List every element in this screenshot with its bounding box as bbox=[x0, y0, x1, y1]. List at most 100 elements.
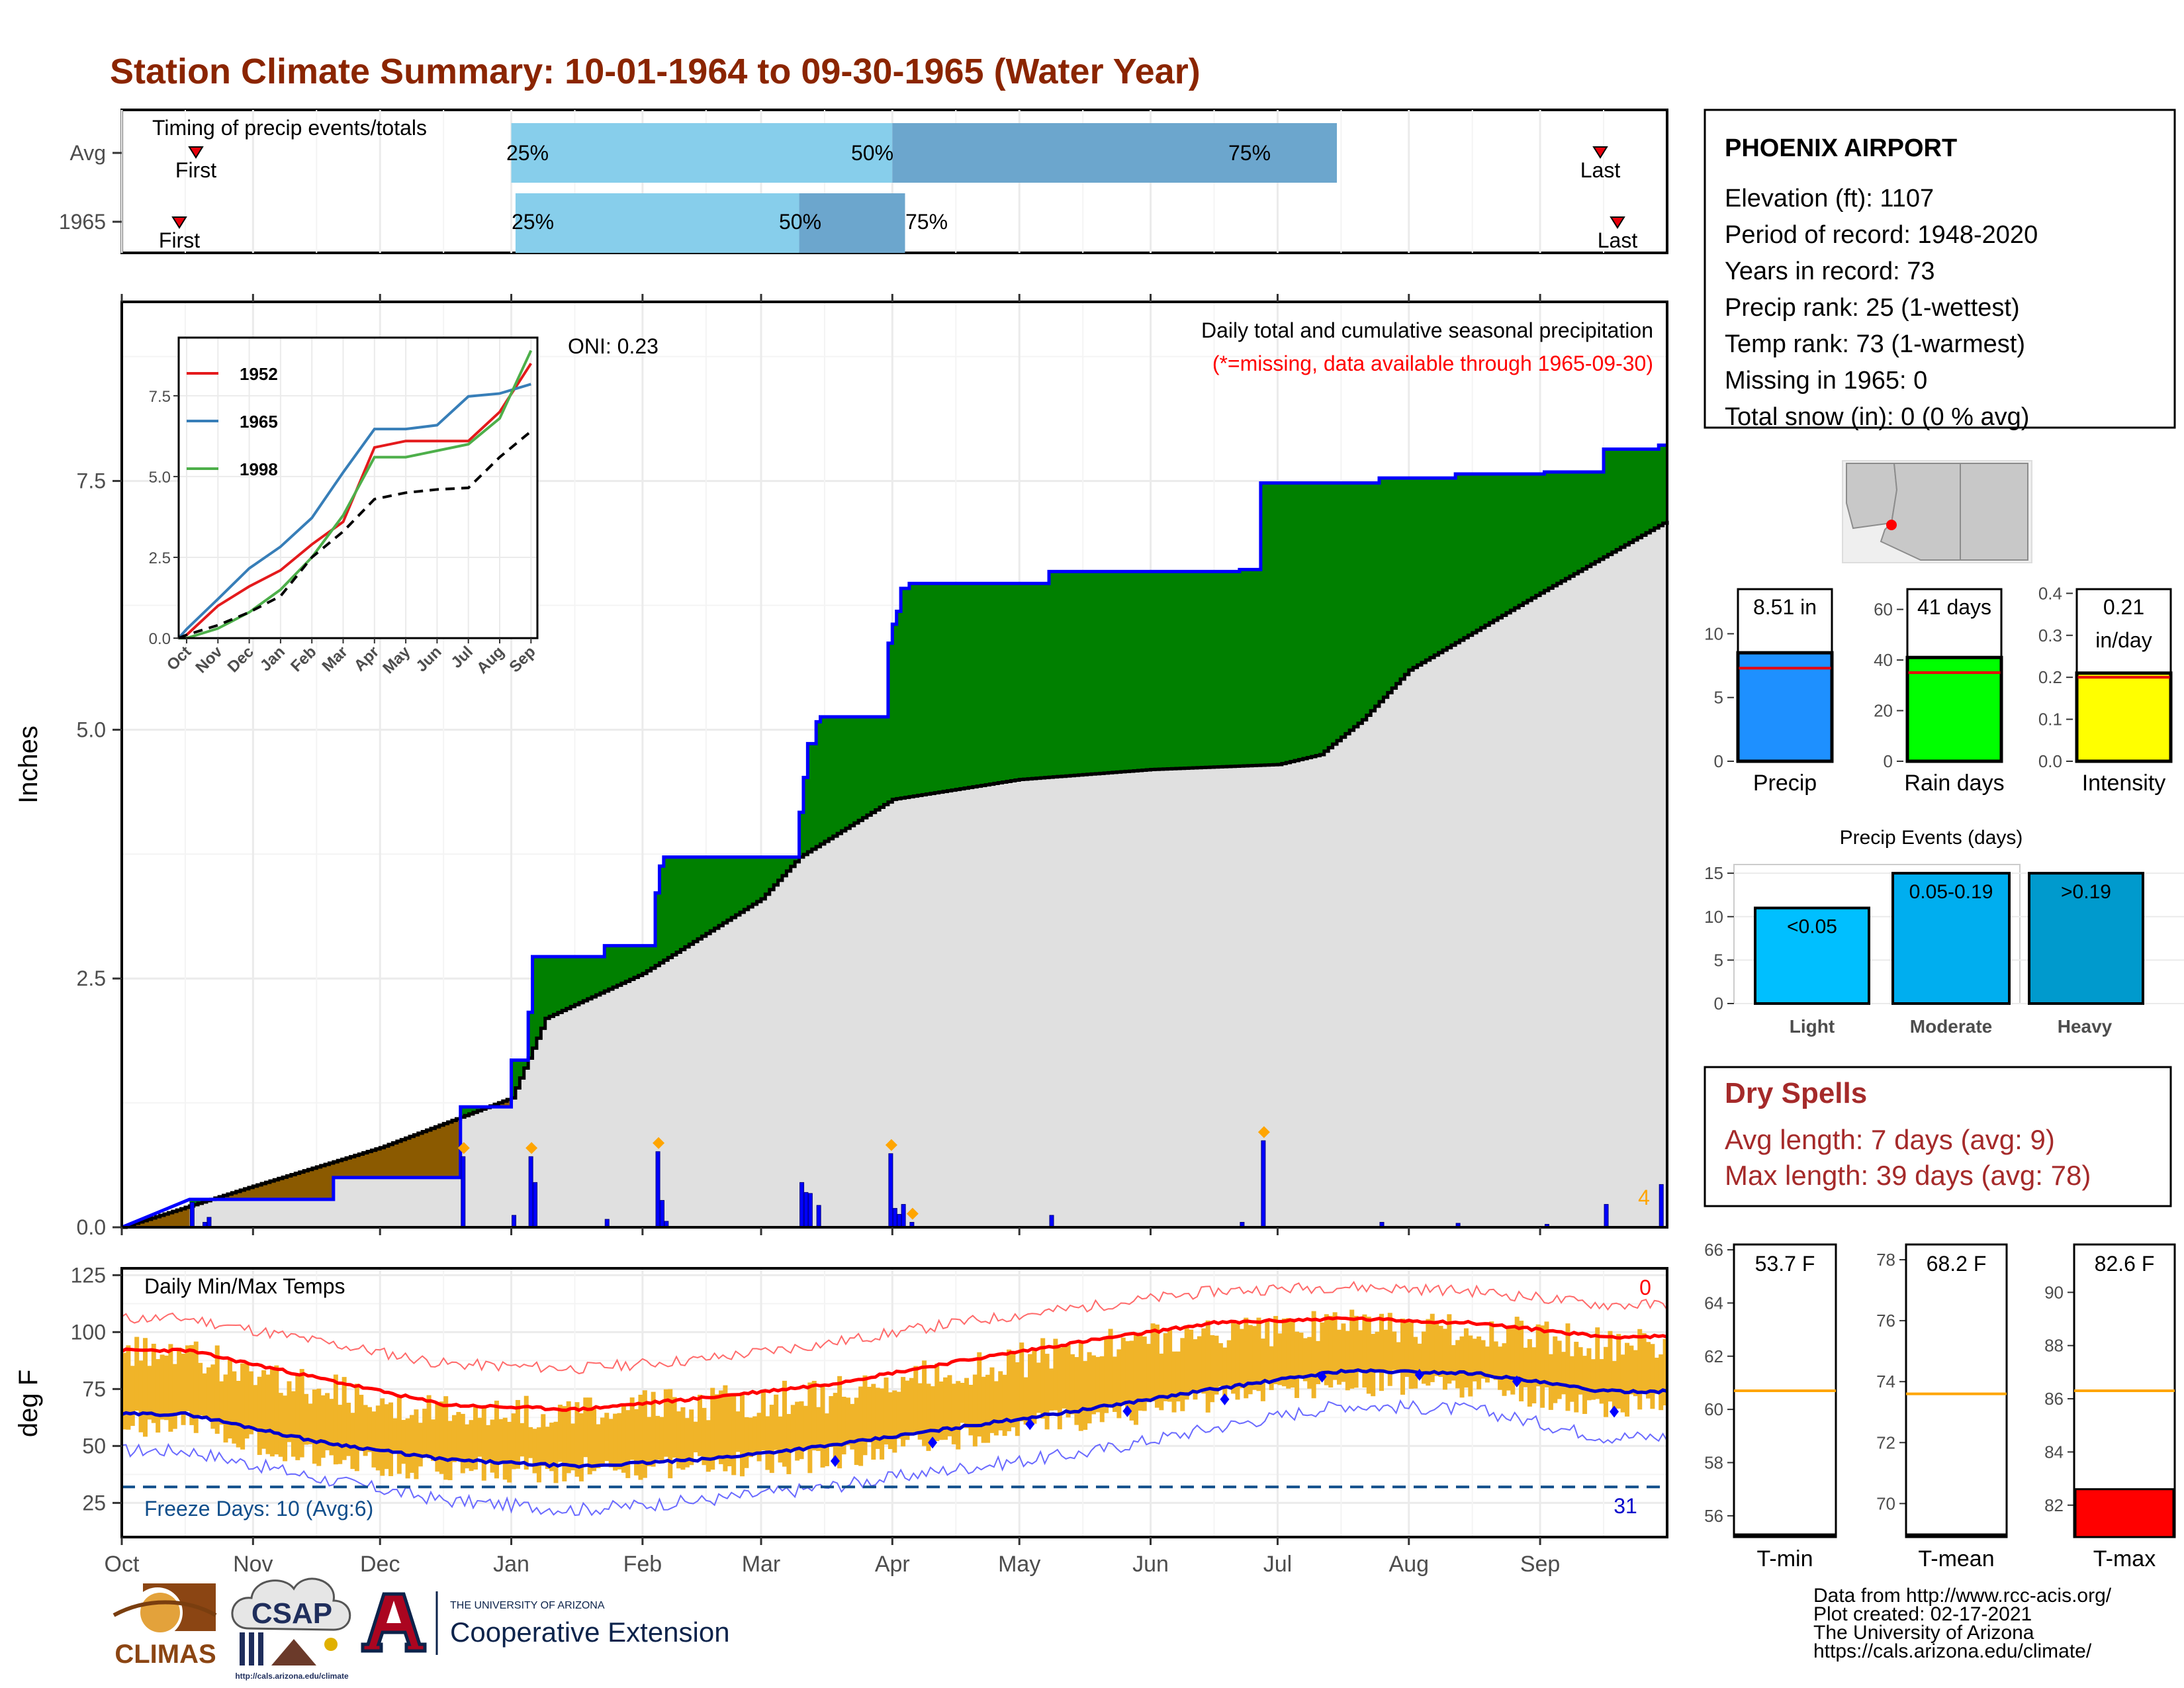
daily-temp-bar bbox=[934, 1363, 940, 1441]
daily-temp-bar bbox=[507, 1421, 512, 1483]
university-of-arizona-logo[interactable]: THE UNIVERSITY OF ARIZONA Cooperative Ex… bbox=[361, 1591, 730, 1655]
daily-precip-bar bbox=[189, 1201, 195, 1228]
daily-temp-bar bbox=[325, 1393, 330, 1450]
inset-y-tick-label: 7.5 bbox=[149, 388, 171, 406]
summary-y-tick-label: 0.1 bbox=[2038, 710, 2062, 729]
daily-temp-bar bbox=[799, 1401, 804, 1460]
daily-temp-bar bbox=[269, 1368, 275, 1457]
temp-x-tick-label: Apr bbox=[875, 1552, 910, 1577]
daily-temp-bar bbox=[1646, 1342, 1651, 1399]
daily-temp-bar bbox=[1028, 1354, 1033, 1425]
daily-temp-bar bbox=[1226, 1340, 1232, 1387]
daily-precip-bar bbox=[659, 1199, 664, 1228]
daily-temp-bar bbox=[1277, 1333, 1283, 1385]
daily-temp-bar bbox=[1193, 1339, 1198, 1400]
daily-temp-bar bbox=[134, 1336, 140, 1411]
daily-temp-bar bbox=[1044, 1354, 1050, 1430]
daily-temp-bar bbox=[964, 1378, 970, 1429]
temp-y-axis-label: deg F bbox=[14, 1370, 43, 1437]
daily-temp-bar bbox=[177, 1347, 182, 1415]
daily-temp-bar bbox=[901, 1377, 906, 1447]
daily-temp-bar bbox=[647, 1417, 652, 1466]
daily-temp-bar bbox=[274, 1365, 279, 1455]
daily-temp-bar bbox=[592, 1409, 597, 1472]
oni-label: ONI: 0.23 bbox=[568, 334, 659, 358]
ua-large-text: Cooperative Extension bbox=[450, 1617, 730, 1648]
heavy-event-marker bbox=[653, 1137, 665, 1149]
dry-spells-title: Dry Spells bbox=[1725, 1077, 1867, 1109]
daily-temp-bar bbox=[574, 1402, 580, 1477]
footer-data-source: Data from http://www.rcc-acis.org/ bbox=[1813, 1585, 2112, 1607]
daily-temp-bar bbox=[1586, 1348, 1592, 1401]
daily-precip-bar bbox=[1049, 1215, 1054, 1228]
daily-temp-bar bbox=[261, 1370, 267, 1449]
daily-temp-bar bbox=[769, 1405, 774, 1474]
daily-temp-bar bbox=[1553, 1336, 1558, 1403]
daily-temp-bar bbox=[705, 1420, 711, 1472]
daily-temp-bar bbox=[829, 1396, 834, 1448]
csap-logo[interactable]: CSAP http://cals.arizona.edu/climate bbox=[231, 1577, 351, 1681]
daily-temp-bar bbox=[1417, 1343, 1422, 1375]
daily-temp-bar bbox=[790, 1405, 796, 1450]
daily-temp-bar bbox=[1595, 1327, 1600, 1399]
daily-temp-bar bbox=[1316, 1340, 1321, 1385]
daily-temp-bar bbox=[1007, 1349, 1012, 1432]
daily-temp-bar bbox=[858, 1386, 864, 1466]
inset-series-line bbox=[178, 362, 532, 639]
daily-temp-bar bbox=[1629, 1345, 1634, 1395]
climas-logo[interactable]: CLIMAS bbox=[113, 1583, 217, 1669]
daily-temp-bar bbox=[1273, 1316, 1279, 1384]
daily-temp-bar bbox=[333, 1374, 338, 1465]
daily-temp-bar bbox=[465, 1424, 470, 1469]
temp-summary-y-tick-label: 86 bbox=[2044, 1389, 2064, 1409]
daily-temp-bar bbox=[1353, 1315, 1359, 1388]
daily-temp-bar bbox=[1036, 1362, 1041, 1413]
daily-temp-bar bbox=[642, 1390, 647, 1478]
daily-precip-bar bbox=[1604, 1203, 1609, 1228]
average-cumulative-line bbox=[122, 520, 1669, 1229]
daily-temp-bar bbox=[287, 1381, 292, 1442]
daily-temp-bar bbox=[1286, 1318, 1291, 1389]
last-marker-1965 bbox=[1610, 216, 1625, 229]
record-low-marker bbox=[1025, 1418, 1035, 1430]
daily-temp-bar bbox=[913, 1366, 919, 1432]
daily-temp-bar bbox=[253, 1385, 258, 1430]
daily-temp-bar bbox=[350, 1413, 355, 1470]
daily-temp-bar bbox=[375, 1405, 381, 1471]
daily-temp-bar bbox=[206, 1367, 211, 1419]
precip-note: Daily total and cumulative seasonal prec… bbox=[1201, 318, 1653, 342]
daily-temp-bar bbox=[1489, 1321, 1494, 1378]
daily-temp-bar bbox=[727, 1393, 732, 1467]
record-low-marker bbox=[1610, 1405, 1619, 1418]
daily-temp-bar bbox=[887, 1392, 893, 1450]
daily-temp-bar bbox=[998, 1371, 1003, 1430]
daily-temp-bar bbox=[1472, 1338, 1477, 1382]
daily-temp-bar bbox=[410, 1415, 415, 1473]
daily-temp-bar bbox=[583, 1397, 588, 1458]
summary-y-tick-label: 0 bbox=[1884, 751, 1893, 771]
last-label-avg: Last bbox=[1580, 158, 1621, 182]
temp-x-tick-label: Sep bbox=[1520, 1552, 1561, 1577]
event-bar bbox=[1891, 872, 2011, 1005]
temp-summary-category-label: T-mean bbox=[1918, 1546, 1994, 1571]
daily-temp-bar bbox=[316, 1388, 322, 1466]
daily-temp-bar bbox=[312, 1389, 317, 1464]
daily-temp-bar bbox=[698, 1395, 703, 1456]
daily-temp-bar bbox=[1248, 1325, 1253, 1395]
page-title: Station Climate Summary: 10-01-1964 to 0… bbox=[110, 52, 1201, 91]
summary-y-tick-label: 0.0 bbox=[2038, 751, 2062, 771]
temp-summary-y-tick-label: 58 bbox=[1704, 1452, 1723, 1472]
daily-temp-bar bbox=[320, 1395, 326, 1458]
daily-temp-bar bbox=[1095, 1356, 1101, 1413]
daily-temp-bar bbox=[227, 1358, 232, 1439]
daily-temp-bar bbox=[553, 1421, 559, 1483]
daily-temp-bar bbox=[1578, 1347, 1583, 1395]
daily-temp-bar bbox=[1604, 1346, 1609, 1417]
daily-temp-bar bbox=[278, 1393, 283, 1457]
daily-temp-bar bbox=[1019, 1342, 1024, 1422]
summary-frame bbox=[1737, 588, 1833, 763]
daily-temp-bar bbox=[1383, 1329, 1388, 1372]
daily-temp-bar bbox=[1565, 1323, 1570, 1411]
freeze-days-count: 31 bbox=[1614, 1494, 1637, 1518]
daily-temp-bar bbox=[845, 1397, 850, 1446]
